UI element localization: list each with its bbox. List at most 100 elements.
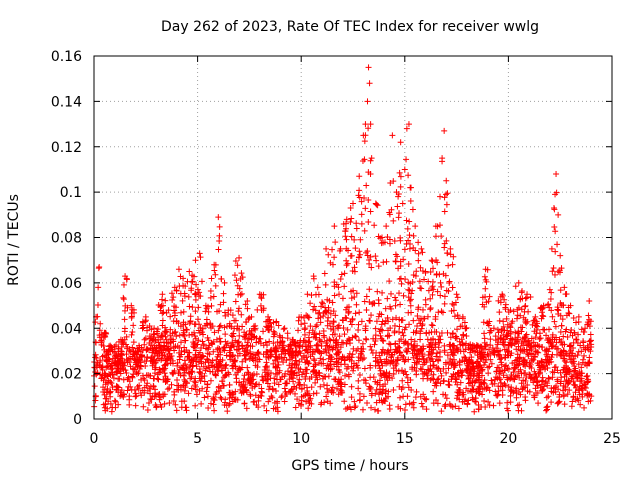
baseline-point — [174, 377, 181, 384]
baseline-point — [215, 368, 222, 375]
baseline-point — [301, 326, 308, 333]
baseline-point — [361, 138, 368, 145]
baseline-point — [517, 366, 524, 373]
baseline-point — [265, 398, 272, 405]
baseline-point — [281, 385, 288, 392]
baseline-point — [124, 345, 131, 352]
baseline-point — [481, 346, 488, 353]
baseline-point — [447, 334, 454, 341]
baseline-point — [443, 287, 450, 294]
baseline-point — [554, 241, 561, 248]
baseline-point — [391, 322, 398, 329]
baseline-point — [405, 279, 412, 286]
baseline-point — [289, 386, 296, 393]
baseline-point — [433, 353, 440, 360]
baseline-point — [467, 349, 474, 356]
baseline-point — [297, 337, 304, 344]
baseline-point — [378, 240, 385, 247]
baseline-point — [449, 284, 456, 291]
baseline-point — [497, 376, 504, 383]
baseline-point — [108, 360, 115, 367]
baseline-point — [236, 332, 243, 339]
baseline-point — [529, 358, 536, 365]
baseline-point — [587, 331, 594, 338]
baseline-point — [535, 349, 542, 356]
baseline-point — [295, 369, 302, 376]
baseline-point — [552, 323, 559, 330]
data-point — [343, 216, 350, 223]
baseline-point — [434, 259, 441, 266]
baseline-point — [397, 258, 404, 265]
baseline-point — [226, 381, 233, 388]
baseline-point — [521, 338, 528, 345]
baseline-point — [358, 351, 365, 358]
baseline-point — [154, 371, 161, 378]
baseline-point — [428, 368, 435, 375]
baseline-point — [339, 295, 346, 302]
baseline-point — [441, 300, 448, 307]
baseline-point — [569, 398, 576, 405]
baseline-point — [391, 329, 398, 336]
baseline-point — [158, 332, 165, 339]
baseline-point — [130, 365, 137, 372]
baseline-point — [97, 357, 104, 364]
baseline-point — [319, 300, 326, 307]
baseline-point — [294, 396, 301, 403]
baseline-point — [310, 390, 317, 397]
y-tick-label: 0.04 — [51, 321, 82, 337]
baseline-point — [98, 337, 105, 344]
baseline-point — [202, 359, 209, 366]
baseline-point — [423, 406, 430, 413]
data-point — [418, 245, 425, 252]
baseline-point — [305, 397, 312, 404]
baseline-point — [454, 392, 461, 399]
baseline-point — [523, 374, 530, 381]
baseline-point — [469, 394, 476, 401]
baseline-point — [364, 248, 371, 255]
baseline-point — [517, 391, 524, 398]
data-point — [482, 266, 489, 273]
baseline-point — [574, 352, 581, 359]
baseline-point — [384, 359, 391, 366]
baseline-point — [256, 356, 263, 363]
baseline-point — [536, 330, 543, 337]
data-point — [586, 298, 593, 305]
baseline-point — [177, 372, 184, 379]
baseline-point — [449, 359, 456, 366]
data-point — [393, 189, 400, 196]
baseline-point — [416, 278, 423, 285]
baseline-point — [457, 323, 464, 330]
baseline-point — [377, 356, 384, 363]
baseline-point — [340, 221, 347, 228]
baseline-point — [218, 275, 225, 282]
baseline-point — [334, 323, 341, 330]
baseline-point — [533, 322, 540, 329]
baseline-point — [430, 358, 437, 365]
data-point — [507, 307, 514, 314]
baseline-point — [578, 370, 585, 377]
baseline-point — [477, 379, 484, 386]
baseline-point — [470, 373, 477, 380]
x-tick-label: 10 — [292, 431, 310, 447]
data-point — [356, 173, 363, 180]
baseline-point — [323, 385, 330, 392]
baseline-point — [173, 407, 180, 414]
y-tick-labels: 00.020.040.060.080.10.120.140.16 — [51, 49, 82, 428]
baseline-point — [534, 326, 541, 333]
baseline-point — [169, 296, 176, 303]
data-point — [408, 184, 415, 191]
baseline-point — [432, 233, 439, 240]
baseline-point — [367, 374, 374, 381]
baseline-point — [502, 306, 509, 313]
baseline-point — [372, 253, 379, 260]
baseline-point — [222, 396, 229, 403]
baseline-point — [368, 312, 375, 319]
baseline-point — [92, 354, 99, 361]
baseline-point — [388, 305, 395, 312]
baseline-point — [385, 327, 392, 334]
baseline-point — [120, 341, 127, 348]
baseline-point — [575, 397, 582, 404]
baseline-point — [430, 362, 437, 369]
baseline-point — [419, 345, 426, 352]
